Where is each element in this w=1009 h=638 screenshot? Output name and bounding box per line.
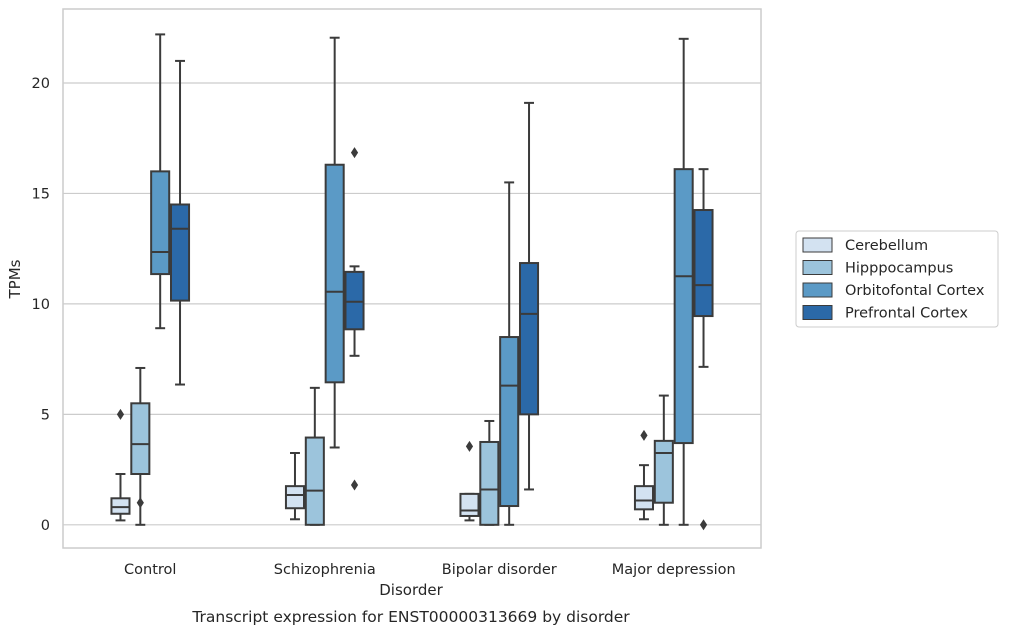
iqr-box [169, 203, 191, 302]
legend-entry-label: Cerebellum [845, 238, 928, 254]
outlier-point [699, 519, 708, 531]
x-tick-label: Major depression [612, 562, 736, 578]
iqr-box [653, 439, 674, 504]
iqr-box [459, 492, 480, 517]
iqr-box [499, 336, 520, 508]
legend-swatch [802, 282, 833, 298]
y-tick-label: 0 [41, 518, 50, 534]
y-tick-label: 20 [32, 76, 50, 92]
iqr-box [633, 485, 655, 511]
x-tick-label: Bipolar disorder [442, 562, 557, 578]
x-tick-label: Control [124, 562, 176, 578]
box-2-2 [499, 181, 520, 526]
box-2-1 [479, 419, 500, 526]
iqr-box [518, 262, 540, 416]
boxes-layer [110, 33, 714, 531]
outlier-point [136, 497, 144, 509]
iqr-box [344, 270, 365, 331]
box-3-3 [693, 168, 714, 531]
y-tick-label: 10 [32, 297, 50, 313]
box-2-0 [459, 440, 480, 522]
box-3-0 [633, 429, 655, 521]
iqr-box [150, 170, 171, 276]
x-tick-labels: Control Schizophrenia Bipolar disorder Majo… [124, 562, 736, 578]
y-tick-label: 5 [41, 407, 50, 423]
plot-frame [62, 8, 762, 549]
box-1-1 [304, 386, 325, 526]
iqr-box [110, 497, 131, 515]
iqr-box [693, 209, 714, 318]
legend-swatch [802, 305, 833, 320]
legend-entry-label: Orbitofontal Cortex [845, 283, 985, 299]
chart-caption: Transcript expression for ENST0000031366… [191, 608, 630, 626]
outlier-point [640, 429, 648, 441]
y-tick-label: 15 [32, 186, 50, 202]
outlier-point [116, 408, 125, 420]
box-2-3 [518, 101, 540, 491]
box-0-2 [150, 33, 171, 330]
box-1-0 [284, 452, 306, 521]
box-0-0 [110, 408, 131, 522]
iqr-box [673, 168, 694, 445]
legend-entry-label: Hipppocampus [845, 261, 953, 277]
box-1-2 [324, 36, 345, 449]
outlier-point [350, 147, 359, 159]
iqr-box [284, 485, 306, 510]
outlier-point [350, 479, 359, 491]
box-0-3 [169, 59, 191, 386]
iqr-box [130, 402, 151, 475]
iqr-box [479, 440, 500, 526]
box-1-3 [344, 147, 365, 491]
x-axis-label: Disorder [379, 581, 443, 599]
y-axis-label: TPMs [6, 259, 24, 299]
legend: Cerebellum Hipppocampus Orbitofontal Corte… [795, 230, 999, 328]
iqr-box [324, 163, 345, 384]
box-3-1 [653, 394, 674, 526]
x-tick-label: Schizophrenia [274, 562, 376, 578]
outlier-point [465, 440, 474, 452]
legend-swatch [802, 237, 833, 253]
legend-swatch [802, 260, 833, 275]
box-3-2 [673, 37, 694, 526]
y-tick-labels: 0 5 10 15 20 [32, 76, 50, 534]
box-0-1 [130, 366, 151, 526]
legend-entry-label: Prefrontal Cortex [845, 306, 968, 322]
legend-frame [795, 230, 999, 328]
iqr-box [304, 436, 325, 526]
